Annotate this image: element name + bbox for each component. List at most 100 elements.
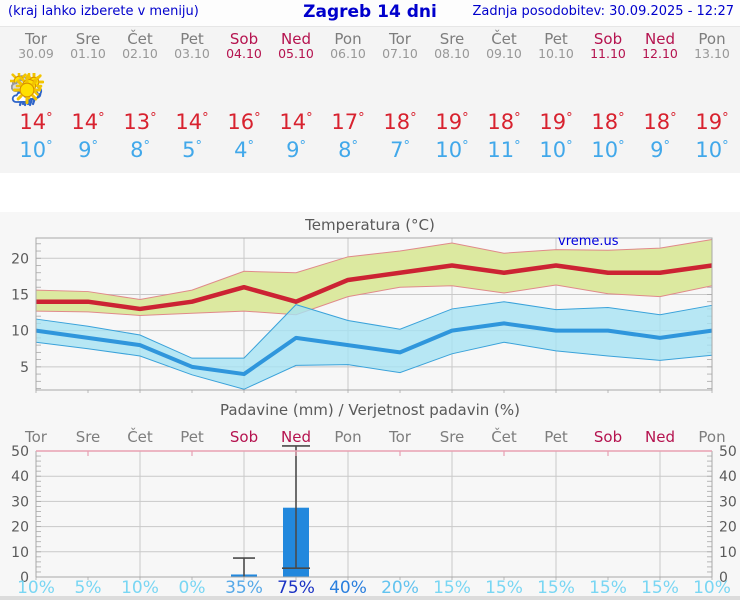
footer-strip: [0, 596, 740, 600]
precip-day-label: Pon: [698, 428, 726, 446]
tmax-value: 13°: [123, 110, 157, 134]
svg-text:50: 50: [11, 444, 29, 460]
last-update-text: Zadnja posodobitev: 30.09.2025 - 12:27: [472, 4, 734, 19]
tmax-value: 18°: [487, 110, 521, 134]
day-date: 02.10: [122, 46, 158, 61]
tmin-value: 10°: [539, 138, 573, 162]
tmax-value: 14°: [19, 110, 53, 134]
day-date: 30.09: [18, 46, 54, 61]
tmax-value: 14°: [71, 110, 105, 134]
svg-text:5: 5: [20, 360, 29, 376]
svg-text:40: 40: [11, 469, 29, 485]
menu-hint-text: (kraj lahko izberete v meniju): [8, 4, 199, 19]
day-column-header: Ned 12.10: [634, 31, 686, 61]
day-column-header: Sob 11.10: [582, 31, 634, 61]
svg-text:0: 0: [719, 570, 728, 586]
weather-icon-sunny: [13, 73, 738, 109]
svg-text:50: 50: [719, 444, 737, 460]
precip-day-label: Tor: [389, 428, 411, 446]
precip-day-label: Tor: [25, 428, 47, 446]
day-name: Tor: [25, 30, 47, 48]
precip-day-label: Ned: [645, 428, 675, 446]
precipitation-chart: 0 0 10 10 20 20 30 30 40 40 50 50: [11, 444, 737, 586]
tmin-value: 9°: [78, 138, 98, 162]
day-column-header: Čet 09.10: [478, 31, 530, 61]
tmin-value: 10°: [19, 138, 53, 162]
svg-text:10: 10: [11, 545, 29, 561]
tmin-value: 4°: [234, 138, 254, 162]
day-name: Tor: [389, 30, 411, 48]
tmin-value: 8°: [338, 138, 358, 162]
precip-day-label-row: Tor Sre Čet Pet Sob Ned Pon Tor Sre Čet Pet Sob Ned P…: [10, 427, 738, 446]
day-name: Pet: [180, 30, 204, 48]
temperature-chart-title: Temperatura (°C): [305, 216, 435, 234]
precip-day-label: Sob: [593, 428, 623, 446]
tmax-value: 18°: [383, 110, 417, 134]
tmin-value: 8°: [130, 138, 150, 162]
precip-probability-value: 15%: [433, 578, 471, 598]
svg-text:0: 0: [20, 570, 29, 586]
weather-icon-sunny: [13, 73, 582, 109]
day-name: Pon: [698, 30, 726, 48]
svg-text:10: 10: [11, 324, 29, 340]
day-date: 04.10: [226, 46, 262, 61]
day-date: 08.10: [434, 46, 470, 61]
weather-icon-sun-rain: [10, 73, 322, 109]
weather-icon-sun-cloud: [10, 73, 114, 109]
tmax-value: 19°: [539, 110, 573, 134]
svg-text:15: 15: [11, 287, 29, 303]
day-column-header: Sre 01.10: [62, 31, 114, 61]
day-name: Sre: [75, 30, 101, 48]
precip-probability-value: 15%: [641, 578, 679, 598]
tmax-value: 14°: [175, 110, 209, 134]
day-date: 07.10: [382, 46, 418, 61]
weather-icon-sunny: [13, 73, 686, 109]
day-column-header: Ned 05.10: [270, 31, 322, 61]
precip-day-label: Čet: [491, 428, 517, 446]
day-name: Sob: [593, 30, 623, 48]
precip-probability-value: 10%: [693, 578, 731, 598]
day-name: Pon: [334, 30, 362, 48]
precip-day-label: Ned: [281, 428, 311, 446]
day-date: 06.10: [330, 46, 366, 61]
precip-day-label: Pet: [544, 428, 568, 446]
tmin-value: 5°: [182, 138, 202, 162]
tmin-value: 11°: [487, 138, 521, 162]
day-name: Čet: [127, 30, 153, 48]
tmax-value: 17°: [331, 110, 365, 134]
day-date: 03.10: [174, 46, 210, 61]
precip-day-label: Sre: [439, 428, 465, 446]
precip-probability-value: 20%: [381, 578, 419, 598]
forecast-strip: [0, 26, 740, 173]
day-column-header: Pon 06.10: [322, 31, 374, 61]
svg-text:20: 20: [719, 520, 737, 536]
tmin-value: 9°: [650, 138, 670, 162]
precip-probability-value: 10%: [121, 578, 159, 598]
weather-icon-sunny: [13, 73, 218, 109]
day-name: Sob: [229, 30, 259, 48]
weather-icon-sunny: [13, 73, 478, 109]
forecast-icon-row: [10, 73, 738, 109]
day-name: Sre: [439, 30, 465, 48]
precip-probability-value: 15%: [485, 578, 523, 598]
tmin-value: 9°: [286, 138, 306, 162]
svg-text:30: 30: [11, 494, 29, 510]
day-column-header: Čet 02.10: [114, 31, 166, 61]
page-header: (kraj lahko izberete v meniju) Zagreb 14…: [0, 0, 740, 26]
precip-probability-value: 15%: [537, 578, 575, 598]
precip-chart-title: Padavine (mm) / Verjetnost padavin (%): [220, 401, 520, 419]
weather-icon-sun-cloud: [10, 73, 374, 109]
precip-probability-value: 10%: [17, 578, 55, 598]
precip-day-label: Pon: [334, 428, 362, 446]
temperature-chart: 5 10 15 20: [11, 237, 713, 393]
tmax-value: 14°: [279, 110, 313, 134]
tmax-value: 18°: [643, 110, 677, 134]
day-name: Ned: [645, 30, 675, 48]
forecast-tmin-row: 10° 9° 8° 5° 4° 9° 8° 7° 10° 11° 10° 10° 9° 10°: [10, 138, 738, 162]
tmin-value: 10°: [435, 138, 469, 162]
day-date: 10.10: [538, 46, 574, 61]
precip-probability-row: 10% 5% 10% 0% 35% 75% 40% 20% 15% 15% 15% 15% 15% 10%: [10, 578, 738, 598]
weather-icon-sunny: [13, 73, 634, 109]
watermark-link[interactable]: vreme.us: [558, 234, 619, 249]
day-date: 13.10: [694, 46, 730, 61]
